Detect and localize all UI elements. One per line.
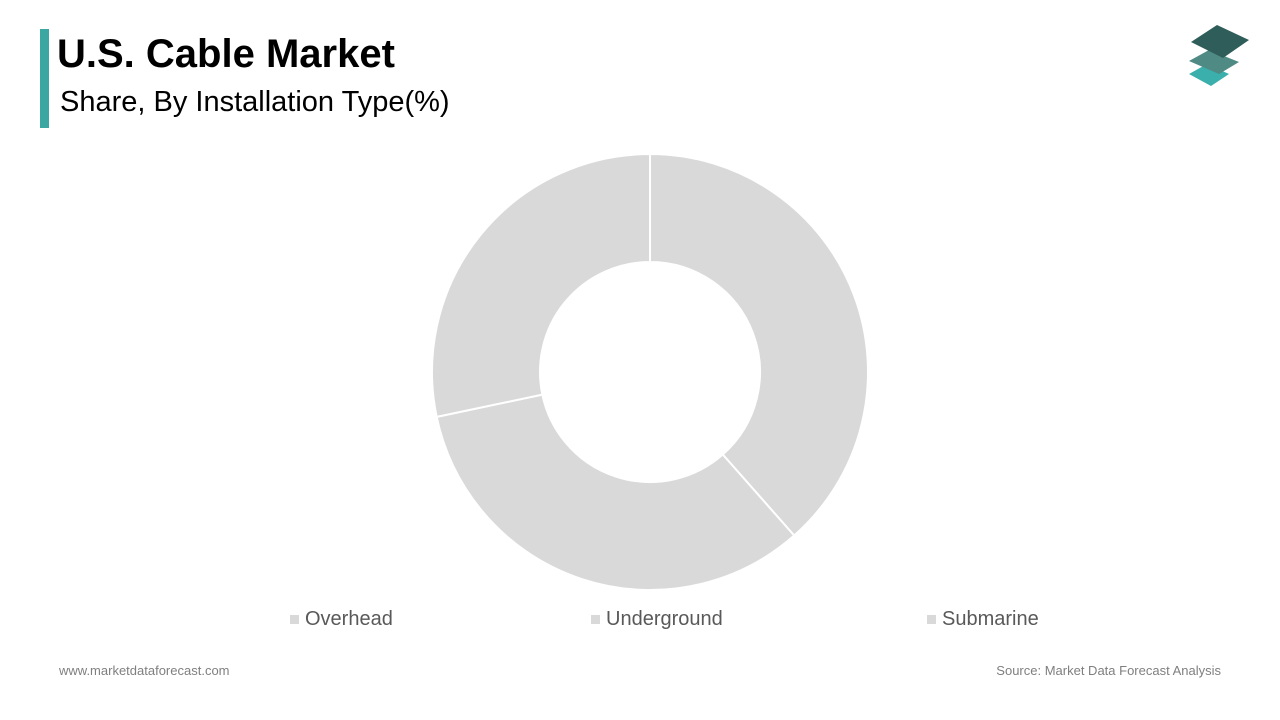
legend-swatch bbox=[591, 615, 600, 624]
legend-item-underground: Underground bbox=[591, 608, 723, 631]
chart-title: U.S. Cable Market bbox=[57, 32, 395, 76]
donut-slice-overhead bbox=[649, 152, 869, 537]
legend-label: Underground bbox=[606, 608, 723, 630]
stacked-layers-logo-icon bbox=[1189, 25, 1249, 86]
legend-label: Overhead bbox=[305, 608, 393, 630]
legend-item-overhead: Overhead bbox=[290, 608, 393, 631]
website-text: www.marketdataforecast.com bbox=[59, 663, 230, 678]
source-text: Source: Market Data Forecast Analysis bbox=[996, 663, 1221, 678]
legend-swatch bbox=[290, 615, 299, 624]
chart-subtitle: Share, By Installation Type(%) bbox=[60, 86, 450, 118]
legend-label: Submarine bbox=[942, 608, 1039, 630]
legend-item-submarine: Submarine bbox=[927, 608, 1039, 631]
donut-slice-underground bbox=[435, 393, 796, 591]
title-accent-bar bbox=[40, 29, 49, 128]
donut-slice-submarine bbox=[431, 152, 651, 419]
legend-swatch bbox=[927, 615, 936, 624]
